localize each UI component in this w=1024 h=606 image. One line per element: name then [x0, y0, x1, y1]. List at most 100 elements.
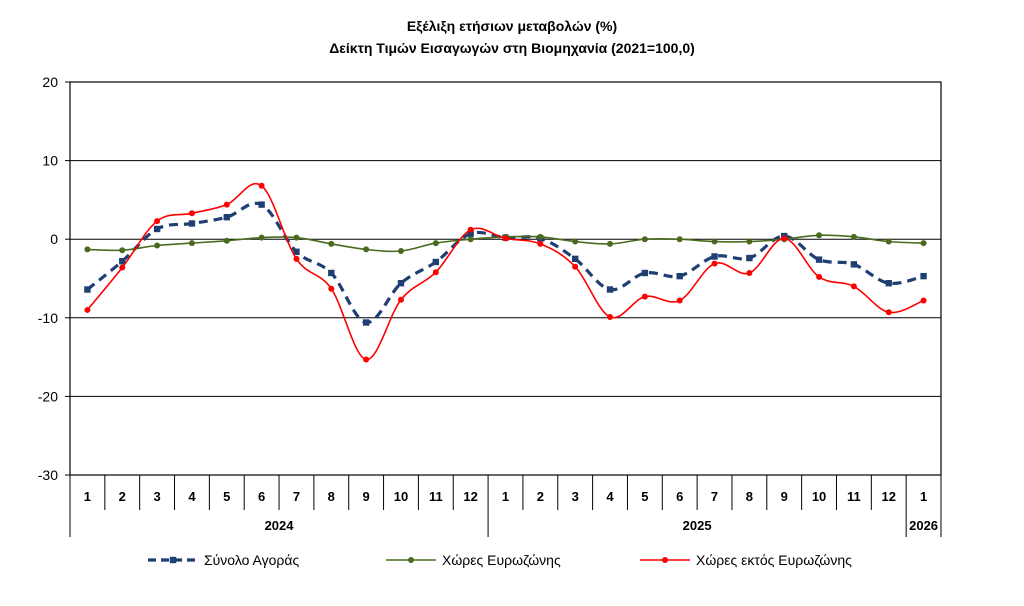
series-2 — [84, 182, 927, 363]
legend-item-0: Σύνολο Αγοράς — [148, 552, 299, 568]
data-point — [293, 255, 300, 262]
series-line — [86, 182, 924, 361]
data-point — [850, 233, 857, 240]
data-point — [119, 258, 126, 265]
data-point — [746, 269, 753, 276]
data-point — [711, 253, 718, 260]
data-point — [154, 242, 161, 249]
data-point — [258, 182, 265, 189]
data-point — [711, 238, 718, 245]
data-point — [641, 293, 648, 300]
legend-swatch-marker — [408, 557, 414, 563]
x-tick-label: 11 — [847, 489, 861, 504]
data-point — [641, 236, 648, 243]
data-point — [815, 256, 823, 263]
data-point — [258, 201, 265, 208]
year-label: 2024 — [265, 518, 295, 533]
data-point — [746, 238, 753, 245]
data-point — [572, 263, 579, 270]
data-point — [223, 201, 230, 208]
data-point — [363, 356, 370, 363]
legend-label: Χώρες Ευρωζώνης — [442, 552, 561, 568]
legend-swatch-marker — [662, 557, 668, 563]
legend: Σύνολο Αγοράς Χώρες Ευρωζώνης Χώρες εκτός … — [148, 552, 852, 568]
data-point — [606, 286, 614, 293]
data-point — [920, 297, 927, 304]
data-point — [920, 272, 927, 280]
data-point — [676, 272, 683, 280]
data-point — [188, 210, 195, 217]
data-point — [223, 213, 230, 221]
series-line — [86, 201, 925, 325]
x-tick-label: 5 — [223, 489, 230, 504]
data-point — [363, 246, 370, 253]
x-tick-label: 6 — [258, 489, 265, 504]
series-0 — [84, 201, 927, 326]
data-point — [84, 286, 91, 293]
x-tick-label: 10 — [394, 489, 408, 504]
x-tick-label: 7 — [711, 489, 718, 504]
data-point — [850, 283, 857, 290]
data-point — [572, 238, 579, 245]
plot-area-border — [69, 81, 942, 476]
data-point — [293, 248, 300, 255]
x-tick-label: 8 — [746, 489, 753, 504]
data-point — [397, 280, 405, 287]
data-point — [641, 269, 649, 277]
x-tick-label: 6 — [676, 489, 683, 504]
data-point — [119, 264, 126, 271]
data-point — [467, 236, 474, 243]
data-point — [920, 240, 927, 247]
x-tick-label: 10 — [812, 489, 826, 504]
legend-swatch-marker — [169, 556, 177, 564]
x-tick-label: 4 — [606, 489, 614, 504]
y-tick-label: 20 — [42, 74, 58, 90]
data-point — [850, 261, 858, 268]
data-point — [816, 273, 823, 280]
data-point — [676, 297, 683, 304]
data-point — [84, 246, 91, 253]
data-point — [885, 280, 892, 287]
data-point — [537, 240, 544, 247]
y-tick-label: 0 — [50, 231, 58, 247]
data-point — [397, 247, 404, 254]
data-point — [607, 240, 614, 247]
data-point — [119, 247, 126, 254]
data-point — [154, 218, 161, 225]
data-point — [571, 255, 579, 263]
data-point — [676, 236, 683, 243]
data-point — [188, 220, 196, 227]
data-point — [467, 226, 474, 233]
data-point — [153, 225, 161, 233]
data-point — [328, 240, 335, 247]
x-tick-label: 4 — [188, 489, 196, 504]
x-tick-label: 1 — [502, 489, 509, 504]
x-tick-label: 7 — [293, 489, 300, 504]
data-point — [537, 233, 544, 240]
data-point — [781, 235, 788, 242]
x-tick-label: 2 — [119, 489, 126, 504]
grid-layer — [69, 81, 942, 476]
data-point — [746, 254, 753, 262]
data-point — [467, 230, 474, 237]
data-point — [188, 240, 195, 247]
x-tick-label: 2 — [537, 489, 544, 504]
data-point — [816, 232, 823, 239]
chart-subtitle: Δείκτη Τιμών Εισαγωγών στη Βιομηχανία (2… — [329, 40, 695, 56]
data-point — [711, 260, 718, 267]
year-label: 2025 — [683, 518, 712, 533]
data-point — [258, 234, 265, 241]
data-point — [432, 258, 440, 266]
x-tick-label: 3 — [153, 489, 160, 504]
x-tick-label: 9 — [363, 489, 370, 504]
data-point — [223, 237, 230, 244]
x-tick-label: 3 — [572, 489, 579, 504]
data-point — [293, 234, 300, 241]
x-tick-label: 1 — [84, 489, 91, 504]
data-point — [432, 240, 439, 247]
data-point — [885, 309, 892, 316]
y-tick-label: -20 — [38, 388, 58, 404]
legend-label: Χώρες εκτός Ευρωζώνης — [696, 552, 852, 568]
data-point — [432, 269, 439, 276]
